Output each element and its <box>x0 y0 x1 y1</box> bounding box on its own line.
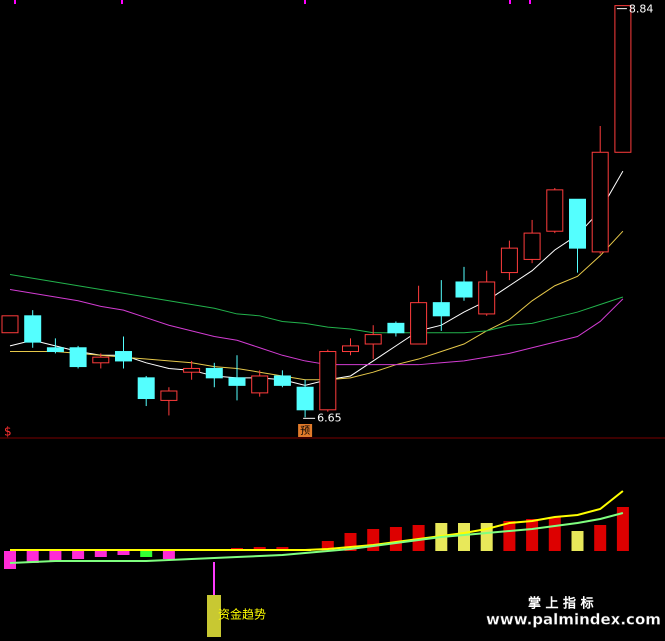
candle-body <box>1 315 19 334</box>
candle-body <box>296 386 314 411</box>
watermark-url: www.palmindex.com <box>486 611 661 629</box>
symbol: $ <box>4 425 12 439</box>
candle-body <box>205 367 223 379</box>
candle-body <box>569 198 586 249</box>
candle-body <box>137 377 155 400</box>
bar <box>321 541 334 551</box>
ma-line <box>9 170 624 386</box>
candle-body <box>183 367 201 373</box>
candle-body <box>500 247 518 274</box>
bar <box>458 523 470 551</box>
watermark-title: 掌 上 指 标 <box>528 596 594 612</box>
top-ticks <box>14 0 531 4</box>
signal-bar <box>207 595 221 637</box>
marker: 预 <box>300 425 310 437</box>
candle-body <box>478 281 496 315</box>
bar <box>526 519 539 551</box>
candle-body <box>342 345 359 353</box>
candle-body <box>546 189 564 232</box>
candle-body <box>364 334 382 345</box>
marker-box <box>298 424 313 437</box>
annotation: 资金趋势 <box>218 607 266 622</box>
candle-body <box>46 347 64 353</box>
bar <box>26 551 39 563</box>
bar <box>616 507 629 551</box>
candle-body <box>319 351 337 411</box>
bar <box>571 531 584 551</box>
bar <box>367 529 380 551</box>
bar <box>49 551 62 561</box>
candle-body <box>410 302 428 345</box>
candle-body <box>455 281 473 298</box>
candle-body <box>115 351 132 362</box>
candle-body <box>432 302 450 317</box>
bar <box>162 551 175 559</box>
candle-body <box>24 315 42 343</box>
bar <box>140 551 153 557</box>
candle-body <box>387 322 405 334</box>
candle-body <box>228 377 246 386</box>
bar <box>389 527 402 551</box>
ma-line <box>9 289 624 366</box>
bar <box>4 551 16 569</box>
bar <box>594 525 607 551</box>
candle-body <box>273 375 291 386</box>
candle-body <box>523 232 541 260</box>
indicator-line <box>9 512 624 564</box>
candle-body <box>251 375 269 394</box>
indicator-line <box>10 490 624 551</box>
bar <box>94 551 107 557</box>
candle-body <box>160 390 178 401</box>
bar <box>548 517 561 551</box>
candle-body <box>591 151 609 253</box>
bar <box>72 551 85 559</box>
candle-body <box>69 347 87 368</box>
bar <box>503 521 516 551</box>
candle-body <box>92 356 110 364</box>
max-label: 8.84 <box>629 3 654 16</box>
ma-line <box>10 230 624 381</box>
ma-line <box>9 273 624 334</box>
min-label: 6.65 <box>317 411 342 424</box>
candle-body <box>614 5 632 153</box>
bar <box>117 551 130 555</box>
